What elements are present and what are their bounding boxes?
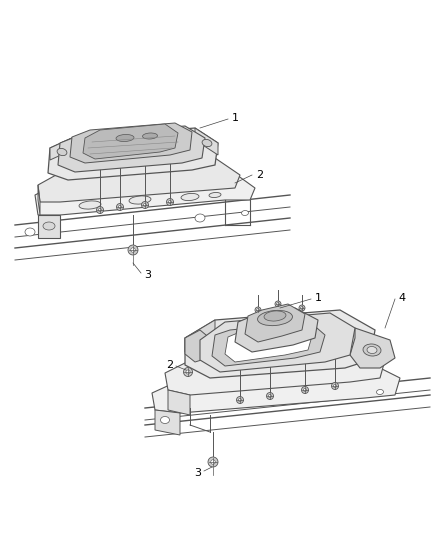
Circle shape	[99, 208, 102, 212]
Ellipse shape	[142, 133, 158, 139]
Polygon shape	[83, 124, 178, 159]
Circle shape	[332, 383, 339, 390]
Ellipse shape	[202, 140, 212, 147]
Ellipse shape	[343, 372, 357, 378]
Text: 4: 4	[399, 293, 406, 303]
Circle shape	[211, 460, 215, 464]
Polygon shape	[50, 138, 72, 160]
Circle shape	[128, 245, 138, 255]
Ellipse shape	[79, 201, 101, 209]
Circle shape	[277, 303, 279, 305]
Ellipse shape	[216, 384, 234, 392]
Polygon shape	[185, 310, 375, 378]
Circle shape	[301, 386, 308, 393]
Polygon shape	[38, 158, 240, 202]
Ellipse shape	[43, 222, 55, 230]
Polygon shape	[168, 390, 190, 415]
Circle shape	[131, 248, 135, 252]
Polygon shape	[58, 126, 205, 172]
Ellipse shape	[195, 214, 205, 222]
Circle shape	[257, 309, 259, 311]
Circle shape	[186, 370, 190, 374]
Ellipse shape	[241, 211, 248, 215]
Text: 2: 2	[256, 170, 264, 180]
Circle shape	[275, 301, 281, 307]
Circle shape	[237, 397, 244, 403]
Circle shape	[300, 306, 304, 309]
Polygon shape	[235, 308, 318, 352]
Polygon shape	[48, 128, 218, 180]
Ellipse shape	[377, 390, 384, 394]
Polygon shape	[195, 128, 218, 155]
Circle shape	[166, 198, 173, 206]
Circle shape	[143, 204, 147, 207]
Circle shape	[268, 394, 272, 398]
Circle shape	[117, 204, 124, 211]
Polygon shape	[185, 320, 215, 352]
Circle shape	[118, 205, 122, 208]
Polygon shape	[225, 325, 312, 362]
Polygon shape	[165, 344, 385, 395]
Ellipse shape	[181, 193, 199, 200]
Circle shape	[333, 384, 336, 387]
Text: 2: 2	[166, 360, 173, 370]
Polygon shape	[245, 304, 305, 342]
Ellipse shape	[160, 416, 170, 424]
Polygon shape	[70, 123, 192, 163]
Circle shape	[184, 367, 192, 376]
Text: 3: 3	[194, 468, 201, 478]
Text: 1: 1	[314, 293, 321, 303]
Polygon shape	[152, 363, 400, 413]
Ellipse shape	[367, 346, 377, 353]
Ellipse shape	[302, 375, 318, 383]
Circle shape	[96, 206, 103, 214]
Circle shape	[255, 307, 261, 313]
Circle shape	[304, 389, 307, 392]
Polygon shape	[350, 328, 395, 368]
Text: 1: 1	[232, 113, 239, 123]
Ellipse shape	[209, 192, 221, 198]
Circle shape	[238, 399, 242, 401]
Ellipse shape	[116, 134, 134, 142]
Polygon shape	[38, 185, 40, 215]
Circle shape	[169, 200, 172, 204]
Polygon shape	[212, 322, 325, 366]
Text: 3: 3	[145, 270, 152, 280]
Ellipse shape	[25, 228, 35, 236]
Ellipse shape	[256, 379, 274, 386]
Polygon shape	[185, 330, 212, 362]
Polygon shape	[200, 313, 355, 372]
Ellipse shape	[129, 196, 151, 204]
Ellipse shape	[258, 310, 293, 326]
Ellipse shape	[57, 148, 67, 156]
Circle shape	[299, 305, 305, 311]
Circle shape	[208, 457, 218, 467]
Polygon shape	[35, 170, 255, 215]
Ellipse shape	[363, 344, 381, 356]
Ellipse shape	[264, 311, 286, 321]
Polygon shape	[38, 215, 60, 238]
Polygon shape	[155, 410, 180, 435]
Circle shape	[266, 392, 273, 400]
Circle shape	[141, 201, 148, 208]
